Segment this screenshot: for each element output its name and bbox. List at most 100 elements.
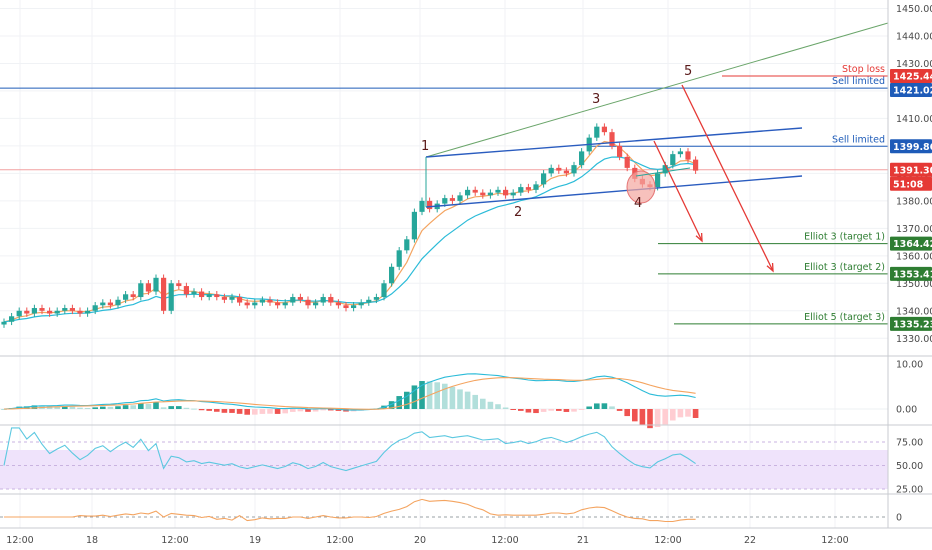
macd-tick-label: 0.00 bbox=[896, 405, 917, 416]
macd-histogram-bar bbox=[647, 409, 653, 429]
candle-body bbox=[541, 173, 547, 185]
candle-body bbox=[335, 302, 341, 306]
price-tick-label: 1410.00 bbox=[896, 114, 932, 125]
rsi-tick-label: 50.00 bbox=[896, 461, 923, 472]
macd-histogram-bar bbox=[609, 406, 615, 409]
macd-histogram-bar bbox=[578, 409, 585, 410]
macd-histogram-bar bbox=[31, 405, 38, 409]
forecast-arrow-target-2 bbox=[681, 84, 774, 272]
wave-4-highlight bbox=[626, 170, 656, 204]
price-badge bbox=[890, 162, 932, 177]
macd-histogram-bar bbox=[685, 409, 691, 417]
candle-body bbox=[206, 294, 212, 298]
macd-histogram-bar bbox=[388, 401, 395, 409]
macd-histogram-bar bbox=[107, 406, 114, 409]
level-label: Elliot 5 (target 3) bbox=[804, 312, 885, 323]
macd-histogram-bar bbox=[252, 409, 258, 415]
macd-histogram-bar bbox=[616, 409, 623, 411]
macd-histogram-bar bbox=[396, 396, 402, 409]
time-tick-label: 18 bbox=[86, 535, 98, 546]
candle-body bbox=[252, 302, 258, 306]
macd-histogram-bar bbox=[130, 405, 136, 409]
candle-body bbox=[389, 266, 395, 284]
macd-histogram-bar bbox=[77, 407, 83, 409]
macd-histogram-bar bbox=[518, 409, 524, 411]
macd-histogram-bar bbox=[92, 407, 98, 409]
macd-histogram-bar bbox=[457, 389, 463, 409]
candle-body bbox=[617, 145, 623, 157]
osc-tick-label: 0 bbox=[896, 513, 902, 524]
macd-histogram-bar bbox=[122, 405, 129, 409]
candle-body bbox=[510, 192, 516, 196]
macd-histogram-bar bbox=[69, 406, 76, 409]
wave-label: 3 bbox=[592, 92, 600, 107]
time-tick-label: 12:00 bbox=[326, 535, 353, 546]
macd-histogram-bar bbox=[670, 409, 676, 421]
candle-body bbox=[305, 299, 311, 306]
candle-body bbox=[176, 283, 182, 287]
forecast-arrow-target-1-head bbox=[695, 232, 703, 243]
candle-body bbox=[62, 308, 68, 311]
price-badge-label: 1364.42 bbox=[893, 239, 932, 250]
candle-body bbox=[404, 239, 410, 251]
macd-histogram-bar bbox=[502, 407, 509, 409]
candle-body bbox=[503, 189, 509, 196]
price-badge bbox=[890, 236, 932, 251]
candle-body bbox=[54, 310, 60, 314]
candle-body bbox=[351, 305, 357, 309]
macd-histogram-bar bbox=[236, 409, 243, 414]
price-badge-label: 1335.23 bbox=[893, 319, 932, 330]
candle-body bbox=[92, 305, 98, 311]
candle-body bbox=[518, 187, 524, 193]
candle-body bbox=[556, 167, 562, 171]
osc-line bbox=[4, 498, 696, 523]
macd-histogram-bar bbox=[244, 409, 250, 415]
macd-histogram-bar bbox=[692, 409, 699, 418]
time-tick-label: 21 bbox=[577, 535, 589, 546]
macd-histogram-bar bbox=[662, 409, 668, 425]
candle-body bbox=[138, 283, 144, 298]
price-badge bbox=[890, 266, 932, 281]
macd-histogram-bar bbox=[84, 407, 91, 409]
price-badge bbox=[890, 82, 932, 97]
macd-histogram-bar bbox=[183, 407, 190, 409]
price-tick-label: 1440.00 bbox=[896, 31, 932, 42]
price-tick-label: 1450.00 bbox=[896, 4, 932, 15]
price-tick-label: 1330.00 bbox=[896, 334, 932, 345]
candle-body bbox=[237, 297, 243, 303]
moving-average-line bbox=[3, 156, 696, 323]
time-tick-label: 12:00 bbox=[161, 535, 188, 546]
candle-body bbox=[77, 310, 83, 314]
candle-body bbox=[533, 184, 539, 190]
price-tick-label: 1350.00 bbox=[896, 279, 932, 290]
candle-body bbox=[563, 170, 569, 174]
candle-body bbox=[465, 189, 471, 196]
macd-pane bbox=[0, 373, 888, 429]
macd-histogram-bar bbox=[320, 409, 326, 411]
macd-histogram-bar bbox=[1, 409, 7, 410]
candle-body bbox=[571, 165, 577, 174]
macd-histogram-bar bbox=[480, 398, 486, 409]
level-label: Stop loss bbox=[842, 64, 885, 75]
candle-body bbox=[601, 126, 607, 133]
candle-body bbox=[259, 299, 265, 303]
candle-body bbox=[282, 302, 288, 306]
candle-body bbox=[411, 211, 417, 240]
time-axis-bg bbox=[0, 529, 932, 550]
time-axis[interactable]: 12:00 18 12:00 19 12:00 20 12:00 21 12:00 22 12:00 bbox=[0, 529, 932, 550]
macd-histogram-bar bbox=[229, 409, 235, 413]
level-label: Elliot 3 (target 1) bbox=[804, 232, 885, 243]
macd-histogram-bar bbox=[632, 409, 638, 422]
macd-histogram-bar bbox=[24, 406, 30, 409]
time-tick-label: 12:00 bbox=[654, 535, 681, 546]
wave-label: 1 bbox=[421, 139, 429, 154]
macd-histogram-bar bbox=[525, 409, 532, 413]
macd-histogram-bar bbox=[639, 409, 646, 426]
macd-histogram-bar bbox=[495, 404, 501, 409]
time-tick-label: 20 bbox=[414, 535, 426, 546]
wave-label: 5 bbox=[684, 64, 692, 79]
macd-histogram-bar bbox=[290, 409, 296, 412]
candle-body bbox=[214, 294, 220, 298]
price-badge bbox=[890, 139, 932, 154]
